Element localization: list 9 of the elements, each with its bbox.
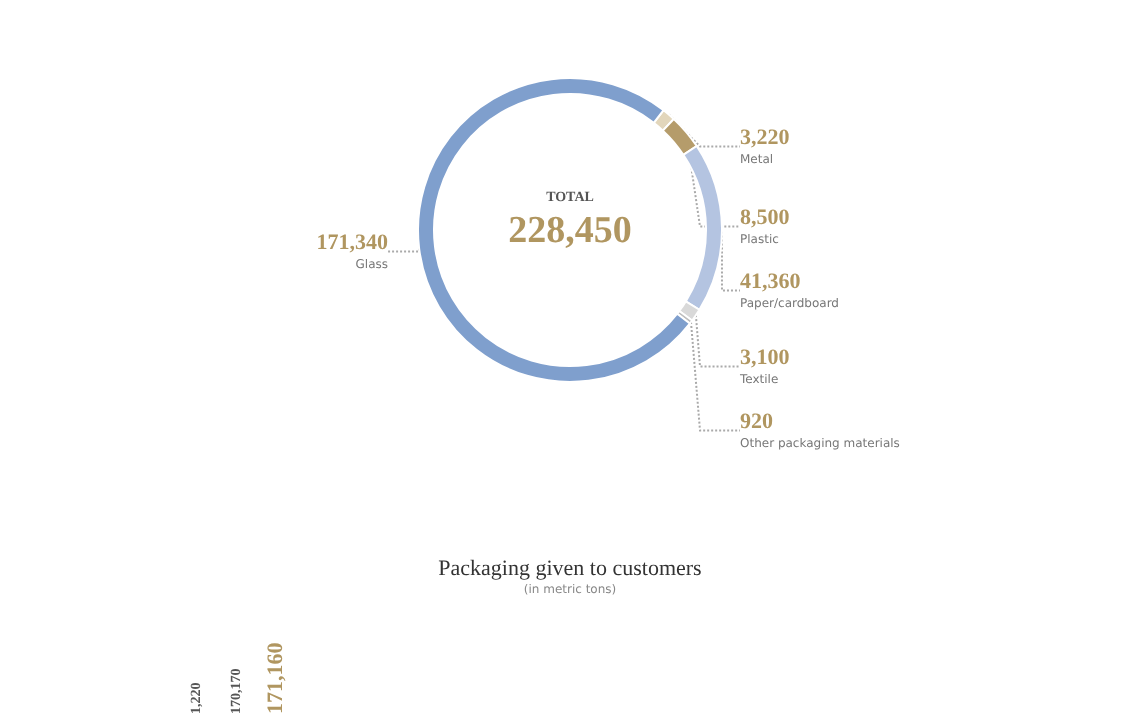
data-label: 41,360 (740, 270, 802, 294)
data-label: 171,340 (316, 230, 389, 255)
data-label: 3,100 (740, 346, 791, 370)
text: Packaging given to customers (438, 557, 702, 581)
text: 171,160 (264, 641, 288, 714)
data-label: 3,220 (740, 126, 791, 150)
data-label: 8,500 (740, 206, 791, 230)
data-label: 920 (740, 410, 774, 434)
text: 228,450 (508, 210, 632, 252)
